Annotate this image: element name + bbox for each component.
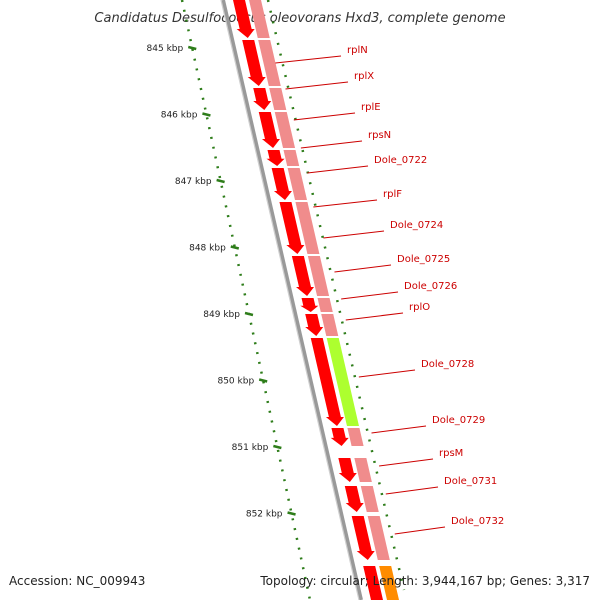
gene-leader-line	[334, 264, 392, 273]
scale-tick-label: 848 kbp	[189, 244, 226, 254]
map-title: Candidatus Desulfococcus oleovorans Hxd3…	[94, 11, 505, 26]
gene-label: Dole_0726	[404, 281, 457, 292]
gene-arrow	[351, 516, 375, 560]
accession-text: Accession: NC_009943	[9, 574, 146, 588]
gene-category-block	[249, 0, 270, 38]
gene-category-block	[295, 202, 320, 254]
gene-category-block	[274, 112, 296, 148]
gene-leader-line	[394, 526, 446, 535]
label-layer: rplN rplX rplE rpsN Dole_0722 rplF Dole_0724 Do…	[275, 45, 504, 535]
gene-category-block	[283, 150, 300, 166]
gene-leader-line	[345, 312, 404, 321]
gene-label: Dole_0728	[421, 359, 474, 370]
genome-backbone	[221, 0, 363, 600]
gene-category-block-partial	[379, 566, 399, 600]
gene-arrow	[258, 112, 280, 148]
gene-category-block	[326, 338, 359, 426]
gene-arrow	[305, 314, 324, 336]
gene-label: Dole_0724	[390, 220, 443, 231]
gene-arrow	[338, 458, 357, 482]
gene-label: rplE	[361, 102, 381, 113]
gene-arrow-partial	[363, 566, 383, 600]
gene-category-block	[347, 428, 364, 446]
gene-arrow	[310, 338, 344, 426]
scale-tick	[230, 245, 240, 250]
gene-leader-line	[300, 140, 363, 149]
gene-leader-line	[285, 81, 349, 90]
gene-label: rplX	[354, 71, 374, 82]
gene-arrow	[233, 0, 255, 38]
scale-tick	[287, 511, 296, 516]
scale-tick	[273, 444, 282, 450]
gene-label: rpsM	[439, 448, 463, 459]
topology-text: Topology: circular; Length: 3,944,167 bp…	[260, 574, 590, 588]
backbone-layer	[220, 0, 406, 600]
gene-label: rplO	[409, 302, 430, 313]
gene-category-block	[287, 168, 307, 200]
scale-tick-label: 849 kbp	[203, 310, 240, 320]
gene-category-block	[269, 88, 287, 110]
outer-dotted-track	[266, 0, 406, 591]
gene-label: rpsN	[368, 130, 391, 141]
gene-category-block	[367, 516, 390, 560]
scale-tick-label: 846 kbp	[161, 111, 198, 121]
gene-arrow	[253, 88, 272, 110]
scale-tick-label: 850 kbp	[217, 377, 254, 387]
gene-arrow	[271, 168, 292, 200]
gene-arrow	[344, 486, 364, 512]
gene-arrow	[279, 202, 305, 254]
gene-category-block	[354, 458, 372, 482]
gene-leader-line	[313, 199, 378, 208]
gene-arrow	[300, 298, 319, 312]
gene-leader-line	[379, 458, 434, 467]
gene-arrow	[291, 256, 315, 296]
gene-category-block	[317, 298, 333, 312]
gene-label: Dole_0722	[374, 155, 427, 166]
gene-category-block	[360, 486, 379, 512]
genome-backbone-highlight	[220, 0, 360, 600]
scale-tick	[216, 178, 225, 184]
gene-leader-line	[323, 230, 385, 239]
scale-tick	[244, 311, 254, 317]
gene-leader-line	[385, 486, 439, 495]
scale-tick-label: 851 kbp	[232, 443, 269, 453]
gene-category-block	[321, 314, 339, 336]
gene-label: Dole_0725	[397, 254, 450, 265]
gene-label: rplF	[383, 189, 402, 200]
gene-label: rplN	[347, 45, 368, 56]
scale-tick	[202, 112, 211, 117]
gene-leader-line	[341, 291, 399, 300]
gene-category-block	[258, 40, 281, 86]
gene-layer	[233, 0, 399, 600]
gene-arrow	[266, 150, 285, 166]
scale-tick-label: 852 kbp	[246, 510, 283, 520]
gene-arrow	[242, 40, 266, 86]
gene-leader-line	[275, 55, 342, 64]
gene-leader-line	[293, 112, 356, 121]
gene-category-block	[307, 256, 330, 296]
gene-arrow	[330, 428, 349, 446]
scale-tick	[258, 378, 268, 383]
scale-tick-label: 847 kbp	[175, 177, 212, 187]
gene-leader-line	[307, 165, 369, 174]
scale-tick	[187, 45, 197, 51]
scale-layer: 845 kbp 846 kbp 847 kbp 848 kbp 849 kbp 850 k…	[147, 0, 312, 600]
gene-label: Dole_0729	[432, 415, 485, 426]
gene-label: Dole_0732	[451, 516, 504, 527]
scale-tick-label: 845 kbp	[147, 44, 184, 54]
gene-label: Dole_0731	[444, 476, 497, 487]
gene-leader-line	[358, 369, 416, 378]
gene-leader-line	[371, 425, 427, 434]
scale-dotted-line	[180, 0, 312, 600]
